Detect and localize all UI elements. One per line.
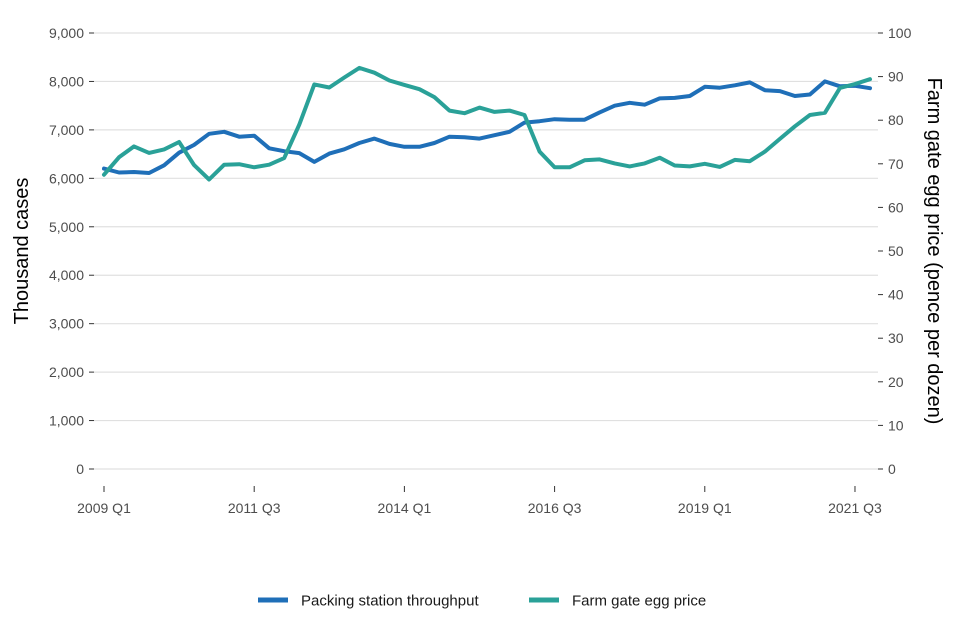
x-tick-label: 2021 Q3 <box>828 500 882 516</box>
right-tick-label: 30 <box>888 330 904 346</box>
x-tick-label: 2009 Q1 <box>77 500 131 516</box>
x-tick-label: 2011 Q3 <box>228 500 281 516</box>
left-tick-label: 1,000 <box>49 413 84 429</box>
right-tick-label: 60 <box>888 199 904 215</box>
right-tick-label: 90 <box>888 69 904 85</box>
left-tick-label: 0 <box>76 461 84 477</box>
gridlines <box>94 32 878 470</box>
right-axis-title: Farm gate egg price (pence per dozen) <box>923 78 945 425</box>
x-tick-label: 2019 Q1 <box>678 500 732 516</box>
right-tick-label: 50 <box>888 243 904 259</box>
x-tick-label: 2014 Q1 <box>378 500 432 516</box>
series-line-throughput <box>102 79 872 175</box>
left-tick-label: 3,000 <box>49 316 84 332</box>
left-axis-title: Thousand cases <box>11 178 33 325</box>
left-tick-label: 7,000 <box>49 122 84 138</box>
right-tick-label: 100 <box>888 25 912 41</box>
right-tick-label: 40 <box>888 287 904 303</box>
left-tick-label: 2,000 <box>49 364 84 380</box>
left-tick-label: 8,000 <box>49 73 84 89</box>
right-tick-label: 0 <box>888 461 896 477</box>
legend-label-throughput: Packing station throughput <box>301 593 479 610</box>
left-tick-label: 4,000 <box>49 267 84 283</box>
right-tick-label: 70 <box>888 156 904 172</box>
left-tick-label: 5,000 <box>49 219 84 235</box>
right-tick-label: 10 <box>888 417 904 433</box>
right-tick-label: 20 <box>888 374 904 390</box>
x-tick-label: 2016 Q3 <box>528 500 582 516</box>
left-tick-label: 6,000 <box>49 170 84 186</box>
left-y-axis: 0 1,000 2,000 3,000 4,000 5,000 6,000 7,000 8,00… <box>49 25 94 477</box>
legend: Packing station throughput Farm gate egg… <box>258 593 706 610</box>
right-tick-label: 80 <box>888 112 904 128</box>
series-lines <box>102 65 872 182</box>
legend-label-egg-price: Farm gate egg price <box>572 593 706 610</box>
x-axis: 2009 Q1 2011 Q3 2014 Q1 2016 Q3 2019 Q1 2021 … <box>77 486 882 516</box>
series-line-egg-price <box>102 65 872 182</box>
left-tick-label: 9,000 <box>49 25 84 41</box>
right-y-axis: 0 10 20 30 40 50 60 70 80 90 100 <box>878 25 912 477</box>
